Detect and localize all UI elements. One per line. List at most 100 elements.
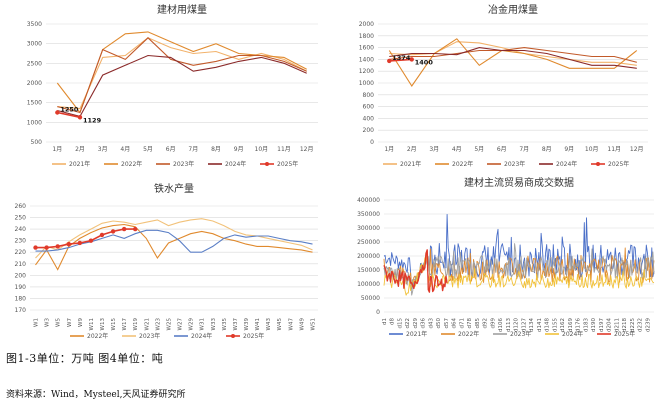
x-tick-label-1-4: 5月 [474,146,484,153]
legend-label-0-4: 2025年 [277,160,298,168]
legend-label-3-1: 2022年 [458,330,479,338]
legend-label-1-3: 2024年 [556,160,577,168]
x-tick-label-0-3: 4月 [120,146,130,153]
x-tick-label-3-9: d64 [452,318,458,329]
x-tick-label-1-2: 3月 [429,146,439,153]
x-tick-label-2-21: W43 [266,318,272,331]
chart-title-3: 建材主流贸易商成交数据 [464,176,574,189]
y-tick-label-1-3: 600 [363,104,375,111]
data-point-1-4-1 [409,57,414,62]
y-tick-label-2-8: 250 [15,215,27,222]
y-tick-label-3-7: 350000 [357,211,380,218]
data-point-1-4-0 [387,58,392,64]
x-tick-label-3-33: d232 [638,318,644,332]
x-tick-label-1-3: 4月 [452,146,462,153]
x-tick-label-2-10: W21 [144,318,150,330]
data-point-2-3-4 [77,240,83,246]
y-tick-label-1-7: 1400 [359,56,374,63]
y-tick-label-1-10: 2000 [359,21,374,28]
y-tick-label-3-1: 50000 [361,295,380,302]
figure-caption: 图1-3单位：万吨 图4单位：吨 [6,352,164,365]
x-tick-label-3-20: d141 [537,318,543,332]
x-tick-label-2-4: W9 [78,317,84,326]
x-tick-label-3-16: d113 [506,318,512,332]
y-tick-label-1-6: 1200 [359,68,374,75]
x-tick-label-3-27: d190 [591,318,597,332]
legend-label-2-3: 2025年 [243,332,264,340]
y-tick-label-2-9: 260 [15,203,27,210]
chart-title-0: 建材用煤量 [157,3,207,16]
series-line-1-3 [389,47,637,69]
legend-marker-1-4 [596,162,600,166]
y-tick-label-2-4: 210 [15,261,27,268]
x-tick-label-1-6: 7月 [519,146,529,153]
x-tick-label-2-9: W19 [133,318,139,331]
x-tick-label-2-15: W31 [200,318,206,330]
y-tick-label-1-2: 400 [363,115,375,122]
legend-label-3-2: 2023年 [510,330,531,338]
y-tick-label-3-2: 100000 [357,281,380,288]
x-tick-label-0-5: 6月 [166,146,176,153]
x-tick-label-1-1: 2月 [407,146,417,153]
data-point-2-3-1 [44,245,49,250]
x-tick-label-0-1: 2月 [75,146,85,153]
x-tick-label-2-2: W5 [56,317,62,326]
y-tick-label-2-2: 190 [15,284,27,291]
series-line-0-4 [57,111,81,119]
legend-label-2-1: 2023年 [139,332,160,340]
y-tick-label-2-1: 180 [15,295,27,302]
x-tick-label-0-6: 7月 [188,146,198,153]
x-tick-label-2-24: W49 [299,318,305,331]
series-line-3-4 [383,249,448,293]
x-tick-label-3-18: d127 [521,318,527,332]
y-tick-label-1-5: 1000 [359,80,374,87]
x-tick-label-0-7: 8月 [211,146,221,153]
x-tick-label-1-8: 9月 [564,146,574,153]
x-tick-label-1-0: 1月 [384,146,394,153]
y-tick-label-3-8: 400000 [357,197,380,204]
data-label-0-0: 1250 [60,106,79,114]
y-tick-label-0-1: 1000 [27,119,42,126]
chart-title-2: 铁水产量 [154,182,194,195]
y-tick-label-0-2: 1500 [27,100,42,107]
x-tick-label-3-34: d239 [645,318,651,332]
data-point-2-3-2 [55,244,60,249]
legend-marker-2-3 [231,334,235,338]
x-tick-label-2-5: W11 [89,318,95,330]
legend-label-2-2: 2024年 [191,332,212,340]
x-tick-label-3-21: d148 [545,318,551,332]
x-tick-label-1-10: 11月 [607,146,621,153]
y-tick-label-2-5: 220 [15,249,27,256]
x-tick-label-3-30: d211 [614,318,620,332]
x-tick-label-2-17: W35 [222,318,228,331]
x-tick-label-3-8: d57 [444,318,450,329]
series-line-3-3 [383,254,655,296]
y-tick-label-3-6: 300000 [357,225,380,232]
x-tick-label-2-19: W39 [244,318,250,331]
x-tick-label-2-1: W3 [45,317,51,326]
x-tick-label-2-25: W51 [310,318,316,330]
legend-label-1-0: 2021年 [400,160,421,168]
x-tick-label-2-18: W37 [233,318,239,331]
legend-label-0-2: 2023年 [173,160,194,168]
legend-label-1-4: 2025年 [608,160,629,168]
x-tick-label-2-0: W1 [34,318,40,327]
x-tick-label-3-14: d99 [490,318,496,329]
data-point-2-3-3 [66,241,71,247]
y-tick-label-3-3: 150000 [357,267,380,274]
series-line-2-1 [35,218,313,259]
x-tick-label-3-19: d134 [529,318,535,332]
legend-label-2-0: 2022年 [87,332,108,340]
x-tick-label-2-13: W27 [178,318,184,331]
x-tick-label-3-26: d183 [583,318,589,332]
data-point-2-3-0 [33,245,38,250]
y-tick-label-2-0: 170 [15,307,27,314]
x-tick-label-3-1: d8 [390,318,396,325]
series-line-1-1 [388,38,638,87]
y-tick-label-1-8: 1600 [359,45,374,52]
data-label-1-1: 1400 [415,58,434,66]
x-tick-label-3-22: d155 [552,318,558,332]
chart-metallurgy-coal-svg: 冶金用煤量 0 200 400 600 800 1000 1200 1400 1600 1800 20… [359,3,648,168]
series-line-0-2 [57,37,307,114]
y-tick-label-0-4: 2500 [27,60,42,67]
